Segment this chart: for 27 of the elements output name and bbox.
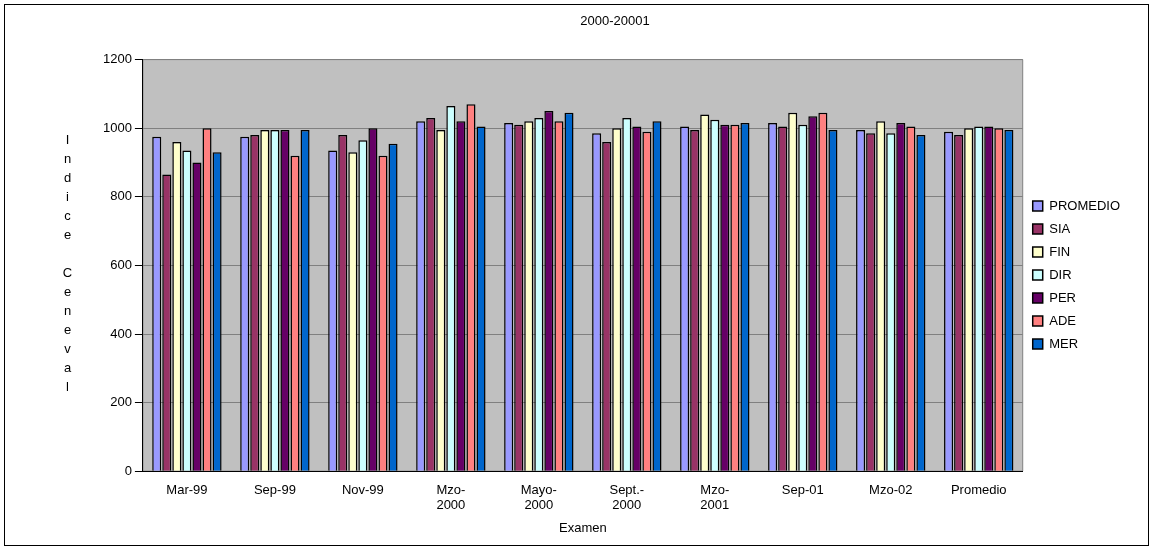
y-axis-title: Indice Ceneval — [60, 131, 75, 400]
x-tick-label: Mayo-2000 — [520, 481, 557, 513]
x-axis-title: Examen — [558, 519, 607, 535]
legend-label: FIN — [1049, 243, 1071, 259]
legend-label: PER — [1049, 289, 1076, 305]
x-tick-label: Promedio — [950, 481, 1007, 497]
y-tick-label: 200 — [110, 394, 132, 410]
y-tick-label: 0 — [124, 462, 132, 478]
x-tick-label: Sep-01 — [781, 481, 824, 497]
x-tick-label: Mar-99 — [166, 481, 208, 497]
x-tick-label: Sep-99 — [253, 481, 296, 497]
legend-label: ADE — [1049, 312, 1077, 328]
y-tick-label: 400 — [110, 325, 132, 341]
legend-label: DIR — [1049, 266, 1072, 282]
chart-title: 2000-20001 — [580, 13, 650, 29]
legend-label: SIA — [1049, 220, 1071, 236]
legend-label: PROMEDIO — [1049, 197, 1121, 213]
y-tick-label: 1000 — [103, 119, 132, 135]
legend-label: MER — [1049, 335, 1079, 351]
x-tick-label: Mzo-02 — [869, 481, 913, 497]
y-tick-label: 1200 — [103, 51, 132, 67]
x-tick-label: Nov-99 — [341, 481, 384, 497]
x-tick-label: Mzo-2000 — [436, 481, 466, 513]
x-tick-label: Mzo-2001 — [700, 481, 730, 513]
y-tick-label: 800 — [110, 188, 132, 204]
x-tick-label: Sept.-2000 — [609, 481, 645, 513]
y-tick-label: 600 — [110, 256, 132, 272]
